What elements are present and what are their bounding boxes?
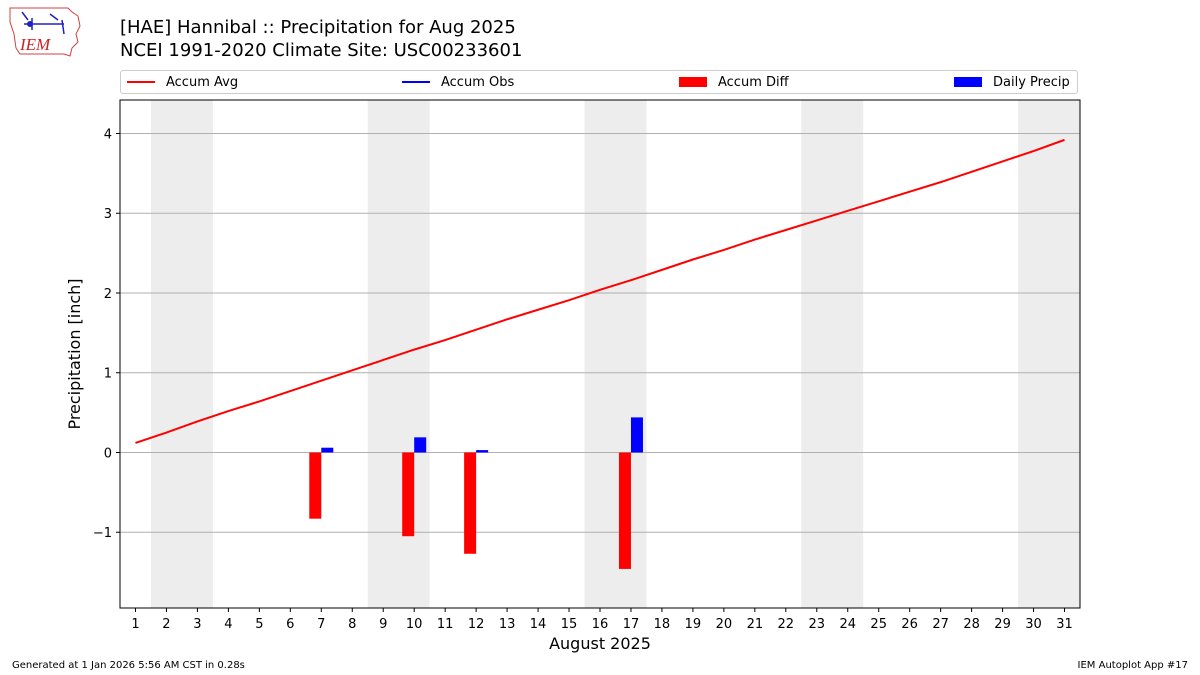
- x-tick-label-13: 13: [499, 617, 516, 632]
- x-tick-label-15: 15: [561, 617, 578, 632]
- legend: Accum Avg Accum Obs Accum Diff Daily Pre…: [120, 70, 1078, 94]
- legend-item-accum-diff: Accum Diff: [679, 71, 789, 93]
- legend-item-accum-obs: Accum Obs: [402, 71, 514, 93]
- x-tick-label-26: 26: [901, 617, 918, 632]
- x-tick-label-8: 8: [348, 617, 356, 632]
- y-tick-label-3: 1: [104, 367, 112, 382]
- x-tick-label-30: 30: [1025, 617, 1042, 632]
- x-tick-label-18: 18: [654, 617, 671, 632]
- bar-accum-diff-day-10: [402, 452, 415, 537]
- legend-swatch-accum-obs: [402, 81, 430, 83]
- weekend-band-0: [150, 100, 213, 608]
- bar-daily-precip-day-10: [414, 437, 427, 453]
- x-tick-label-27: 27: [932, 617, 949, 632]
- bar-accum-diff-day-12: [464, 452, 477, 554]
- iem-logo: IEM: [9, 7, 81, 57]
- legend-swatch-accum-diff: [679, 77, 707, 87]
- x-tick-label-16: 16: [592, 617, 609, 632]
- bar-daily-precip-day-7: [321, 447, 334, 453]
- y-tick-label-5: −1: [93, 526, 112, 541]
- x-tick-label-10: 10: [406, 617, 423, 632]
- x-axis-label: August 2025: [549, 634, 651, 653]
- legend-label-daily-precip: Daily Precip: [993, 74, 1070, 90]
- y-axis-label: Precipitation [inch]: [65, 278, 84, 429]
- y-tick-label-1: 3: [104, 207, 112, 222]
- x-tick-label-22: 22: [778, 617, 795, 632]
- y-tick-label-2: 2: [104, 287, 112, 302]
- x-tick-label-17: 17: [623, 617, 640, 632]
- logo-text: IEM: [19, 35, 51, 54]
- chart-subtitle: NCEI 1991-2020 Climate Site: USC00233601: [120, 40, 523, 61]
- weekend-band-2: [584, 100, 647, 608]
- x-tick-label-4: 4: [224, 617, 232, 632]
- plot-frame: [119, 99, 1081, 609]
- footer-generated: Generated at 1 Jan 2026 5:56 AM CST in 0…: [12, 660, 245, 671]
- x-tick-label-2: 2: [162, 617, 170, 632]
- x-tick-label-25: 25: [870, 617, 887, 632]
- footer-app-id: IEM Autoplot App #17: [1077, 660, 1188, 671]
- x-tick-label-3: 3: [193, 617, 201, 632]
- x-tick-label-20: 20: [716, 617, 733, 632]
- weekend-band-3: [801, 100, 864, 608]
- legend-label-accum-avg: Accum Avg: [166, 74, 239, 90]
- legend-swatch-accum-avg: [127, 81, 155, 83]
- x-tick-label-1: 1: [131, 617, 139, 632]
- x-tick-label-6: 6: [286, 617, 294, 632]
- x-tick-label-24: 24: [839, 617, 856, 632]
- x-tick-label-19: 19: [685, 617, 702, 632]
- bar-daily-precip-day-12: [476, 450, 489, 453]
- legend-item-daily-precip: Daily Precip: [954, 71, 1070, 93]
- x-tick-label-29: 29: [994, 617, 1011, 632]
- x-tick-label-21: 21: [747, 617, 764, 632]
- x-tick-label-12: 12: [468, 617, 485, 632]
- iowa-outline-icon: [9, 7, 81, 57]
- x-tick-label-11: 11: [437, 617, 454, 632]
- x-tick-label-14: 14: [530, 617, 547, 632]
- legend-label-accum-obs: Accum Obs: [441, 74, 515, 90]
- chart-title: [HAE] Hannibal :: Precipitation for Aug …: [120, 17, 516, 38]
- bar-accum-diff-day-17: [618, 452, 631, 569]
- y-tick-label-4: 0: [104, 446, 112, 461]
- bar-accum-diff-day-7: [309, 452, 322, 519]
- weekend-band-4: [1018, 100, 1080, 608]
- station-dot-icon: [27, 21, 33, 27]
- y-tick-label-0: 4: [104, 127, 112, 142]
- bar-daily-precip-day-17: [630, 417, 643, 453]
- x-tick-label-7: 7: [317, 617, 325, 632]
- x-tick-label-31: 31: [1056, 617, 1073, 632]
- line-accum-avg: [135, 138, 1065, 444]
- legend-item-accum-avg: Accum Avg: [127, 71, 238, 93]
- x-tick-label-28: 28: [963, 617, 980, 632]
- x-tick-label-23: 23: [809, 617, 826, 632]
- legend-swatch-daily-precip: [954, 77, 982, 87]
- x-tick-label-9: 9: [379, 617, 387, 632]
- legend-label-accum-diff: Accum Diff: [718, 74, 789, 90]
- x-tick-label-5: 5: [255, 617, 263, 632]
